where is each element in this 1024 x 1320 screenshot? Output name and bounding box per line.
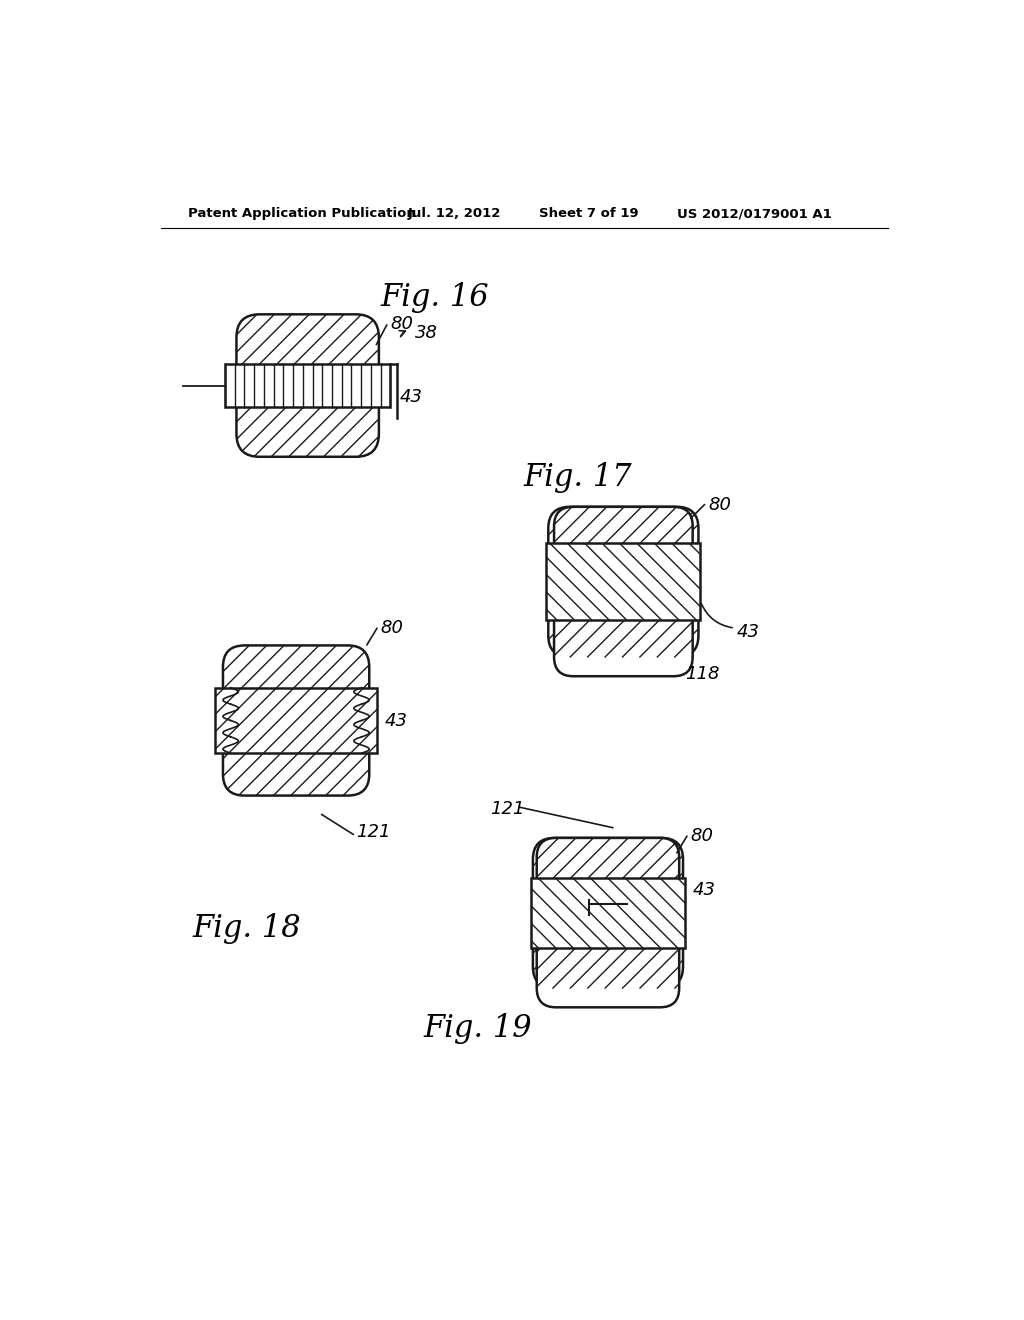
FancyBboxPatch shape <box>537 928 679 1007</box>
Text: 43: 43 <box>399 388 423 407</box>
Text: 118: 118 <box>685 665 720 684</box>
Text: Jul. 12, 2012: Jul. 12, 2012 <box>408 207 501 220</box>
Bar <box>547 544 700 620</box>
Text: Fig. 17: Fig. 17 <box>523 462 632 494</box>
Text: Sheet 7 of 19: Sheet 7 of 19 <box>539 207 638 220</box>
Text: 80: 80 <box>380 619 403 638</box>
FancyBboxPatch shape <box>554 601 692 676</box>
Text: 80: 80 <box>690 828 713 845</box>
Text: 43: 43 <box>385 711 408 730</box>
Text: 121: 121 <box>355 824 390 841</box>
FancyBboxPatch shape <box>532 838 683 989</box>
FancyBboxPatch shape <box>554 507 692 582</box>
FancyBboxPatch shape <box>237 314 379 457</box>
Text: Patent Application Publication: Patent Application Publication <box>188 207 416 220</box>
Text: Fig. 19: Fig. 19 <box>423 1012 531 1044</box>
Text: 80: 80 <box>390 315 414 333</box>
FancyBboxPatch shape <box>548 507 698 657</box>
FancyBboxPatch shape <box>537 838 679 917</box>
Text: 80: 80 <box>709 496 732 513</box>
Bar <box>225 364 390 407</box>
Text: Fig. 18: Fig. 18 <box>193 913 301 944</box>
Text: 43: 43 <box>692 880 716 899</box>
Text: US 2012/0179001 A1: US 2012/0179001 A1 <box>677 207 833 220</box>
Bar <box>215 688 377 754</box>
Text: 38: 38 <box>415 325 438 342</box>
Bar <box>531 878 685 948</box>
FancyBboxPatch shape <box>223 645 370 796</box>
Text: Fig. 16: Fig. 16 <box>381 281 489 313</box>
Text: 43: 43 <box>736 623 760 642</box>
Text: 121: 121 <box>490 800 525 818</box>
